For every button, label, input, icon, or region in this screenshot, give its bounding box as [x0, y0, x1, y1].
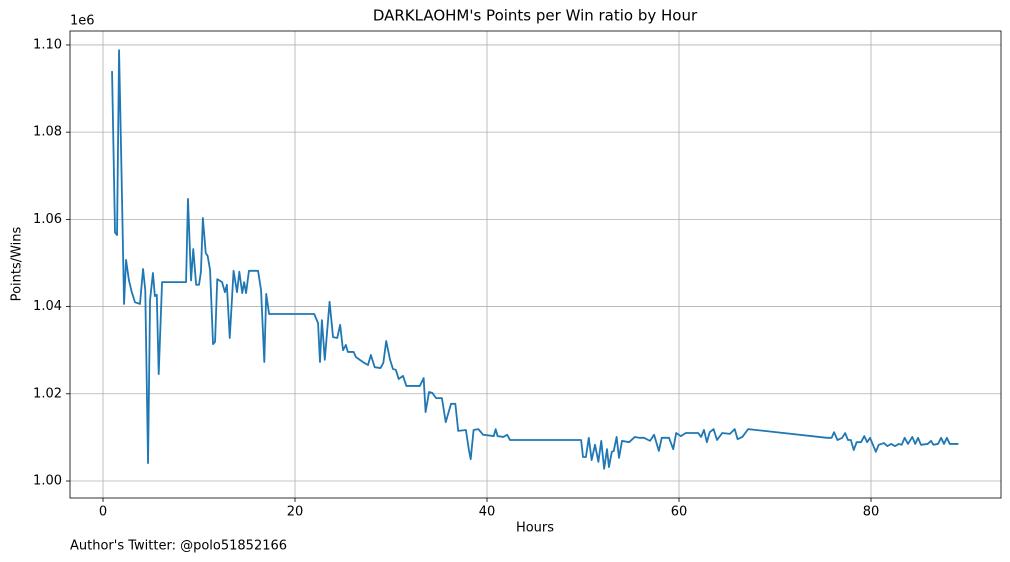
offset-label: 1e6 [70, 14, 95, 29]
footnote: Author's Twitter: @polo51852166 [70, 539, 287, 554]
y-tick-label: 1.00 [33, 473, 62, 488]
chart-title: DARKLAOHM's Points per Win ratio by Hour [373, 7, 698, 25]
y-tick-label: 1.10 [33, 37, 62, 52]
y-tick-label: 1.06 [33, 212, 62, 227]
y-axis-label: Points/Wins [10, 226, 25, 301]
x-tick-label: 20 [287, 505, 304, 520]
x-tick-label: 80 [863, 505, 880, 520]
x-axis-label: Hours [516, 521, 554, 536]
x-tick-label: 0 [99, 505, 107, 520]
x-tick-label: 60 [671, 505, 688, 520]
x-tick-label: 40 [479, 505, 496, 520]
plot-frame [69, 30, 1002, 499]
y-tick-label: 1.04 [33, 299, 62, 314]
y-tick-label: 1.02 [33, 386, 62, 401]
y-tick-label: 1.08 [33, 125, 62, 140]
data-line [111, 49, 959, 470]
